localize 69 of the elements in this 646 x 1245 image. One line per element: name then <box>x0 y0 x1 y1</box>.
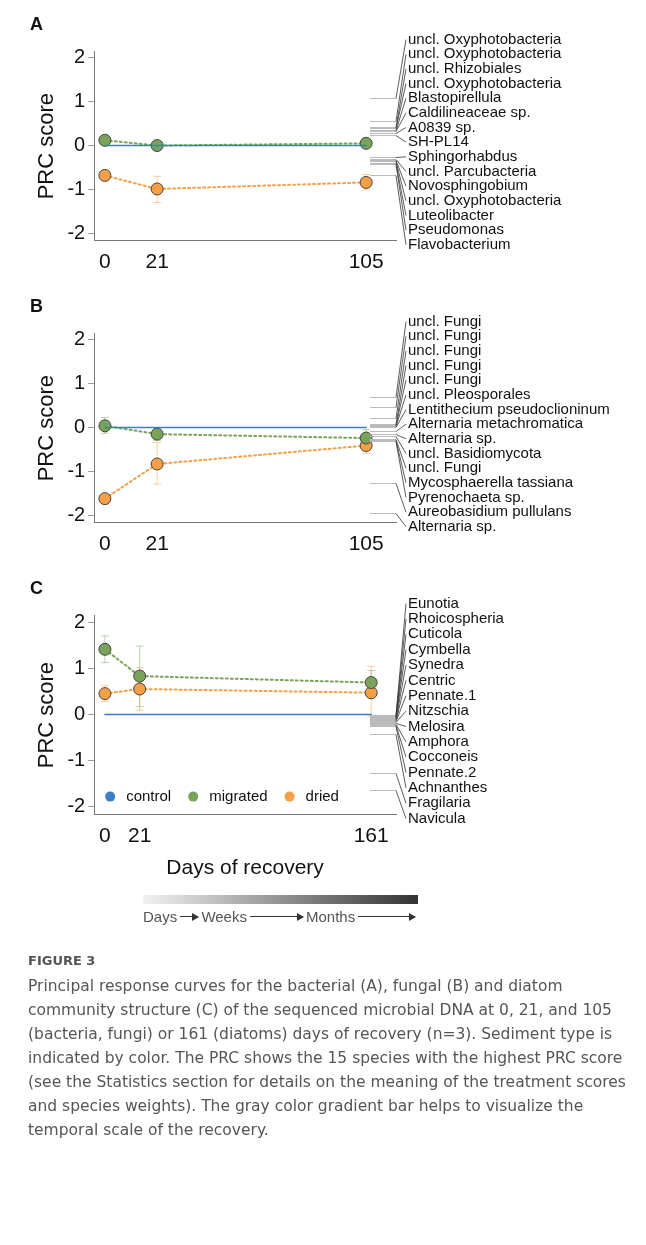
y-tick-label: -1 <box>67 748 86 771</box>
point <box>98 492 112 506</box>
x-axis-title: Days of recovery <box>166 855 325 879</box>
chart-title: A <box>30 13 43 34</box>
x-tick-label: 161 <box>353 823 389 846</box>
point <box>98 133 112 147</box>
y-tick-label: -1 <box>67 458 86 481</box>
ref-line-label: uncl. Fungi <box>408 458 482 476</box>
ref-line-label: Nitzschia <box>408 701 470 719</box>
x-tick-label: 105 <box>348 531 384 555</box>
point <box>98 168 112 182</box>
x-tick-label: 0 <box>99 249 111 273</box>
y-tick-label: -2 <box>67 502 86 525</box>
caption: FIGURE 3 <box>28 953 97 968</box>
y-tick-label: 0 <box>74 133 86 156</box>
y-tick-label: 2 <box>74 327 86 350</box>
ref-line-label: Achnanthes <box>408 778 488 796</box>
ref-line-label: Rhoicospheria <box>408 609 505 627</box>
point <box>359 136 373 150</box>
legend-label: dried <box>305 786 339 804</box>
ref-line-label: Pennate.2 <box>408 762 477 780</box>
y-tick-label: 1 <box>74 371 86 394</box>
y-tick-label: 1 <box>74 89 86 112</box>
x-tick-label: 21 <box>127 823 152 846</box>
legend-label: control <box>126 786 172 804</box>
ref-line-label: uncl. Oxyphotobacteria <box>408 73 563 91</box>
ref-line-label: Alternaria sp. <box>408 516 497 534</box>
ref-line-label: Novosphingobium <box>408 176 529 194</box>
ref-line-label: Pennate.1 <box>408 685 477 703</box>
ref-line-label: Fragilaria <box>408 793 472 811</box>
y-tick-label: 0 <box>74 415 86 438</box>
text: Days <box>143 908 178 925</box>
ref-line-label: Amphora <box>408 731 470 749</box>
text: Principal response curves for the bacterial (A), fungal (B) and diatom community structure (C) of the sequenced microbial DNA at 0, 21, and 105 (bacteria, fungi) or 161 (diatoms) days of recovery (n=3). Sediment type is indicated by color. The PRC shows the 15 species with the highest PRC score (see the Statistics section for details on the meaning of the treatment scores and species weights). The gray color gradient bar helps to visualize the temporal scale of the recovery. <box>28 976 626 1141</box>
y-tick-label: 0 <box>74 701 86 724</box>
x-tick-label: 21 <box>145 531 169 555</box>
ref-line-label: uncl. Oxyphotobacteria <box>408 29 563 47</box>
legend-label: migrated <box>209 786 268 804</box>
ref-line-label: Cymbella <box>408 639 472 657</box>
ref-line-label: Eunotia <box>408 593 460 611</box>
ref-line-label: A0839 sp. <box>408 117 476 135</box>
ref-line-label: uncl. Fungi <box>408 311 482 329</box>
ref-line-label: Sphingorhabdus <box>408 147 518 164</box>
text: Months <box>305 908 356 925</box>
y-tick-label: -1 <box>67 176 86 199</box>
y-axis-title: PRC score <box>33 661 59 769</box>
point <box>133 682 147 696</box>
point <box>150 457 164 471</box>
ref-line-label: Cuticola <box>408 624 463 642</box>
x-tick-label: 0 <box>99 531 111 555</box>
point <box>133 669 147 683</box>
point <box>364 676 378 690</box>
y-tick-label: -2 <box>67 794 86 817</box>
x-tick-label: 21 <box>145 249 169 273</box>
point <box>98 642 112 656</box>
point <box>150 182 164 196</box>
text: Weeks <box>201 908 247 925</box>
y-tick-label: 2 <box>74 609 86 632</box>
x-tick-label: 105 <box>348 249 384 273</box>
x-tick-label: 0 <box>99 823 111 846</box>
y-axis-title: PRC score <box>33 93 59 200</box>
y-axis-title: PRC score <box>33 375 59 482</box>
y-tick-label: 1 <box>74 655 86 678</box>
y-tick-label: 2 <box>74 45 86 68</box>
chart-title: C <box>30 577 43 598</box>
chart-title: B <box>30 295 43 316</box>
y-tick-label: -2 <box>67 220 86 243</box>
ref-line-label: Melosira <box>408 716 466 734</box>
ref-line-label: Alternaria sp. <box>408 429 497 446</box>
